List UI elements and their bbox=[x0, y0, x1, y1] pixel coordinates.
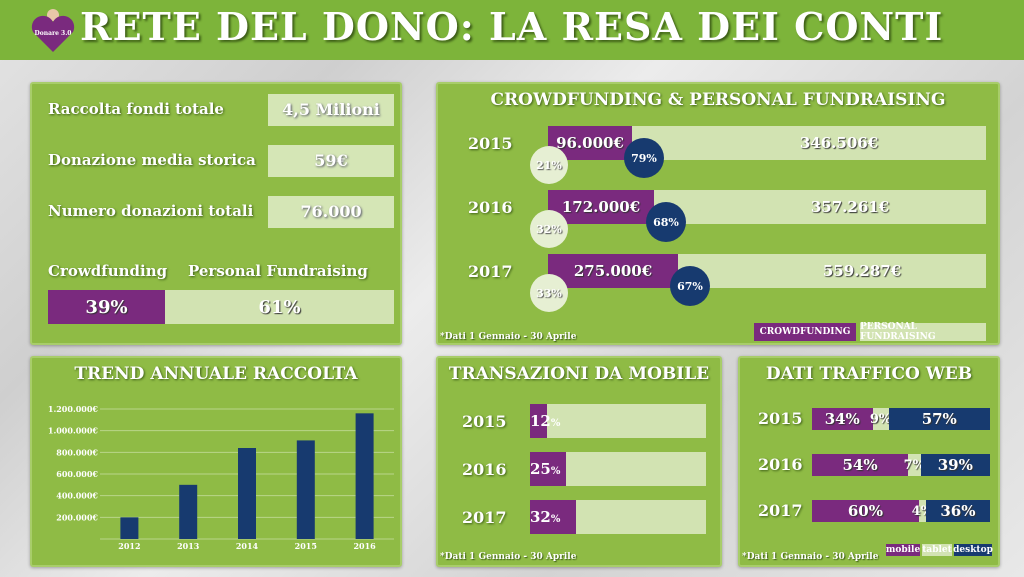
stat-label: Donazione media storica bbox=[48, 151, 256, 169]
y-tick-label: 1.200.000€ bbox=[48, 404, 99, 414]
personal-value: 357.261€ bbox=[810, 198, 890, 216]
stat-value: 59€ bbox=[268, 145, 394, 177]
mobile-segment: 54% bbox=[812, 454, 909, 476]
crowdfunding-panel: CROWDFUNDING & PERSONAL FUNDRAISING 2015… bbox=[436, 82, 1000, 345]
legend-tablet: tablet bbox=[922, 544, 952, 556]
mobile-bar bbox=[530, 452, 567, 486]
crowd-bar: 172.000€ bbox=[548, 190, 654, 224]
legend-mobile: mobile bbox=[885, 544, 921, 556]
personal-value: 559.287€ bbox=[822, 262, 902, 280]
svg-text:Donare 3.0: Donare 3.0 bbox=[35, 30, 72, 37]
crowd-pct-circle: 21% bbox=[530, 146, 568, 184]
footnote: *Dati 1 Gennaio - 30 Aprile bbox=[440, 332, 577, 342]
mobile-value: 12% bbox=[530, 412, 560, 430]
personal-value: 346.506€ bbox=[799, 134, 879, 152]
x-tick-label: 2013 bbox=[177, 541, 200, 551]
footnote: *Dati 1 Gennaio - 30 Aprile bbox=[742, 552, 879, 562]
stat-label: Raccolta fondi totale bbox=[48, 100, 224, 118]
personal-pct-circle: 68% bbox=[646, 202, 686, 242]
panel-title: TREND ANNUALE RACCOLTA bbox=[74, 364, 358, 384]
traffic-panel: DATI TRAFFICO WEB 2015 34% 9% 57% 2016 5… bbox=[738, 356, 1000, 567]
stat-label: Numero donazioni totali bbox=[48, 202, 254, 220]
logo: Donare 3.0 bbox=[28, 6, 78, 54]
year-label: 2015 bbox=[462, 412, 507, 431]
mobile-value-unit: % bbox=[550, 418, 561, 429]
bar-2016 bbox=[355, 413, 374, 539]
personal-label: Personal Fundraising bbox=[188, 262, 368, 280]
personal-pct-bar: 61% bbox=[165, 290, 394, 324]
crowd-pct-circle: 33% bbox=[530, 274, 568, 312]
personal-pct-circle: 79% bbox=[624, 138, 664, 178]
desktop-segment: 57% bbox=[888, 408, 990, 430]
mobile-bar bbox=[530, 404, 548, 438]
panel-title: CROWDFUNDING & PERSONAL FUNDRAISING bbox=[490, 90, 946, 110]
x-tick-label: 2014 bbox=[236, 541, 259, 551]
tablet-segment: 7% bbox=[904, 454, 925, 476]
crowd-pct-bar: 39% bbox=[48, 290, 165, 324]
x-tick-label: 2012 bbox=[118, 541, 140, 551]
y-tick-label: 1.000.000€ bbox=[48, 426, 99, 436]
header bbox=[0, 0, 1024, 60]
crowd-bar: 275.000€ bbox=[548, 254, 678, 288]
mobile-value-unit: % bbox=[550, 466, 561, 477]
trend-panel: TREND ANNUALE RACCOLTA 200.000€ 400.000€ 6… bbox=[30, 356, 402, 567]
bar-2014 bbox=[238, 448, 256, 539]
y-tick-label: 200.000€ bbox=[56, 512, 98, 522]
mobile-value-number: 32 bbox=[530, 508, 551, 526]
stat-value: 4,5 Milioni bbox=[268, 94, 394, 126]
desktop-segment: 39% bbox=[920, 454, 990, 476]
crowd-label: Crowdfunding bbox=[48, 262, 168, 280]
bar-2015 bbox=[296, 440, 315, 539]
tablet-segment: 9% bbox=[870, 408, 891, 430]
trend-bar-chart: 200.000€ 400.000€ 600.000€ 800.000€ 1.000.00… bbox=[48, 404, 394, 551]
panel-title: DATI TRAFFICO WEB bbox=[765, 364, 973, 384]
personal-pct-circle: 67% bbox=[670, 266, 710, 306]
tablet-segment: 4% bbox=[912, 500, 933, 522]
y-tick-label: 800.000€ bbox=[56, 447, 98, 457]
mobile-track bbox=[530, 404, 706, 438]
bar-2012 bbox=[120, 517, 139, 539]
mobile-segment: 34% bbox=[812, 408, 873, 430]
mobile-segment: 60% bbox=[812, 500, 919, 522]
y-tick-label: 600.000€ bbox=[56, 469, 98, 479]
legend-personal: PERSONAL FUNDRAISING bbox=[860, 322, 986, 342]
mobile-value-unit: % bbox=[550, 514, 561, 525]
legend-crowdfunding: CROWDFUNDING bbox=[754, 323, 856, 341]
x-tick-label: 2015 bbox=[295, 541, 317, 551]
mobile-bar bbox=[530, 500, 577, 534]
mobile-value: 25% bbox=[530, 460, 560, 478]
x-tick-label: 2016 bbox=[353, 541, 376, 551]
year-label: 2017 bbox=[468, 262, 513, 281]
y-tick-label: 400.000€ bbox=[56, 491, 98, 501]
year-label: 2016 bbox=[468, 198, 513, 217]
page-title: RETE DEL DONO: LA RESA DEI CONTI bbox=[80, 4, 944, 49]
summary-panel: Raccolta fondi totale 4,5 Milioni Donazi… bbox=[30, 82, 402, 345]
mobile-panel: TRANSAZIONI DA MOBILE 2015 12% 2016 25% … bbox=[436, 356, 722, 567]
mobile-value-number: 12 bbox=[530, 412, 551, 430]
footnote: *Dati 1 Gennaio - 30 Aprile bbox=[440, 552, 577, 562]
bar-2013 bbox=[179, 484, 198, 539]
mobile-value-number: 25 bbox=[530, 460, 551, 478]
desktop-segment: 36% bbox=[925, 500, 990, 522]
panel-title: TRANSAZIONI DA MOBILE bbox=[448, 364, 710, 384]
year-label: 2015 bbox=[468, 134, 513, 153]
mobile-value: 32% bbox=[530, 508, 560, 526]
year-label: 2016 bbox=[462, 460, 507, 479]
crowd-pct-circle: 32% bbox=[530, 210, 568, 248]
year-label: 2017 bbox=[462, 508, 507, 527]
stat-value: 76.000 bbox=[268, 196, 394, 228]
year-label: 2017 bbox=[758, 501, 803, 520]
year-label: 2016 bbox=[758, 455, 803, 474]
legend-desktop: desktop bbox=[953, 544, 993, 556]
year-label: 2015 bbox=[758, 409, 803, 428]
